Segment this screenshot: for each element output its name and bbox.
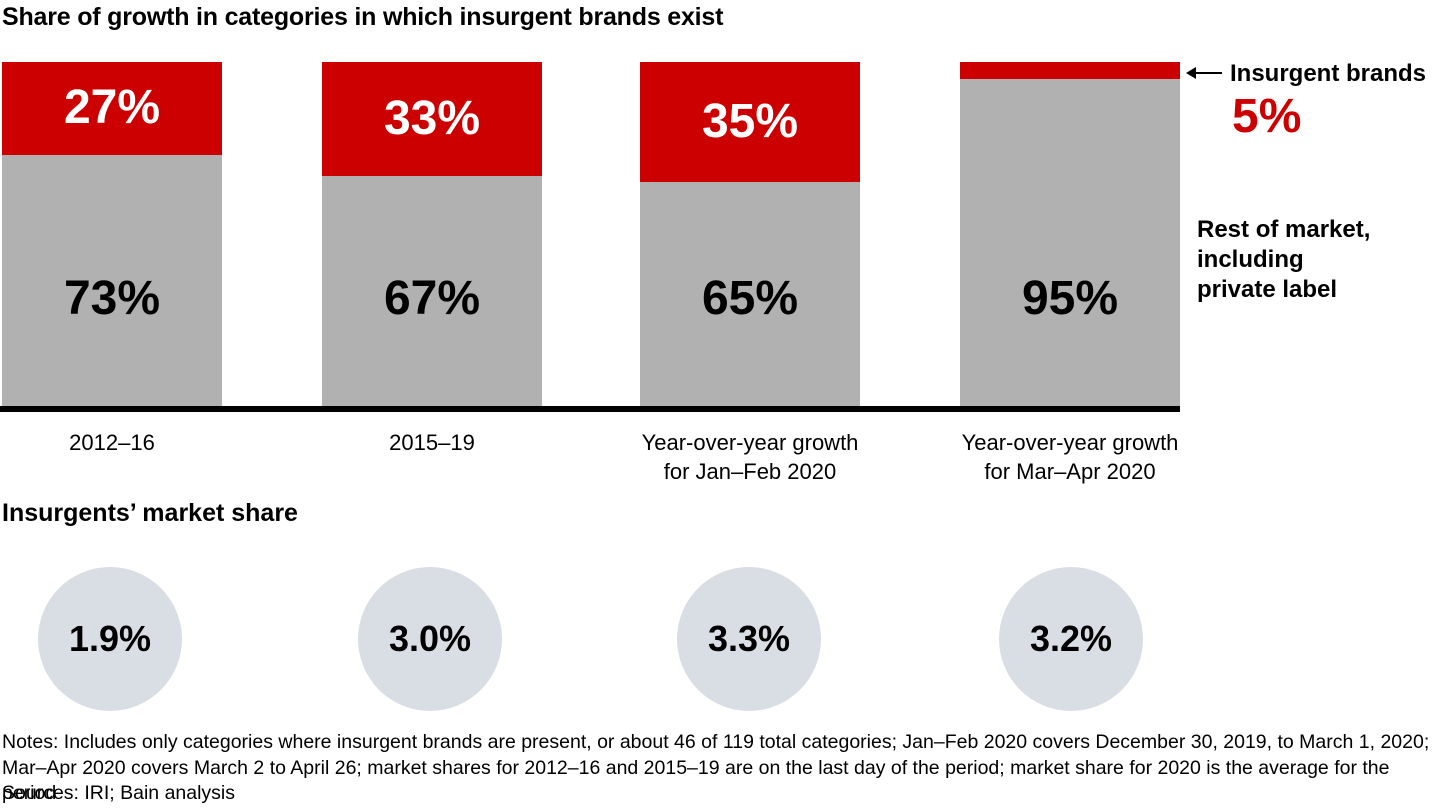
arrow-shaft [1194, 72, 1222, 74]
insurgent-outside-value: 5% [1232, 90, 1302, 143]
market-share-value: 1.9% [68, 618, 152, 659]
sources-line: Sources: IRI; Bain analysis [2, 782, 236, 804]
legend-rest-of-market: Rest of market, including private label [1197, 216, 1371, 303]
insurgent-segment [960, 62, 1180, 80]
stacked-bar-chart: 27% 73% 33% 67% 35% 65% 95% [0, 62, 1180, 406]
market-share-circle-jan-feb-2020: 3.3% [677, 567, 821, 711]
insurgent-value-label: 33% [383, 91, 481, 145]
chart-title: Share of growth in categories in which i… [2, 3, 724, 31]
rest-segment: 73% [2, 154, 222, 406]
rest-segment: 95% [960, 79, 1180, 406]
x-tick-mar-apr-2020: Year-over-year growth for Mar–Apr 2020 [961, 430, 1179, 484]
rest-value-label: 95% [1021, 271, 1119, 325]
market-share-value: 3.0% [388, 618, 472, 659]
market-share-value: 3.2% [1029, 618, 1113, 659]
bar-mar-apr-2020: 95% [960, 62, 1180, 406]
market-share-circle-mar-apr-2020: 3.2% [999, 567, 1143, 711]
insurgent-segment: 27% [2, 62, 222, 155]
bar-2015-19: 33% 67% [322, 62, 542, 406]
rest-value-label: 67% [383, 271, 481, 325]
x-tick-jan-feb-2020: Year-over-year growth for Jan–Feb 2020 [641, 430, 859, 484]
x-tick-2012-16: 2012–16 [69, 430, 155, 455]
market-share-title: Insurgents’ market share [2, 499, 298, 527]
insurgent-value-label: 35% [701, 95, 799, 149]
market-share-circle-2012-16: 1.9% [38, 567, 182, 711]
rest-value-label: 65% [701, 271, 799, 325]
bar-2012-16: 27% 73% [2, 62, 222, 406]
insurgent-segment: 35% [640, 62, 860, 183]
x-axis-line [0, 406, 1180, 412]
legend-insurgent-brands: Insurgent brands [1230, 60, 1427, 87]
arrow-head [1186, 67, 1196, 79]
market-share-value: 3.3% [707, 618, 791, 659]
rest-value-label: 73% [63, 271, 161, 325]
bar-jan-feb-2020: 35% 65% [640, 62, 860, 406]
x-tick-2015-19: 2015–19 [389, 430, 475, 455]
rest-segment: 65% [640, 182, 860, 406]
footnotes: Notes: Includes only categories where in… [2, 731, 1430, 804]
market-share-circle-2015-19: 3.0% [358, 567, 502, 711]
insurgent-value-label: 27% [63, 81, 161, 135]
left-arrow-icon [1186, 67, 1222, 79]
insurgent-segment: 33% [322, 62, 542, 176]
rest-segment: 67% [322, 175, 542, 406]
